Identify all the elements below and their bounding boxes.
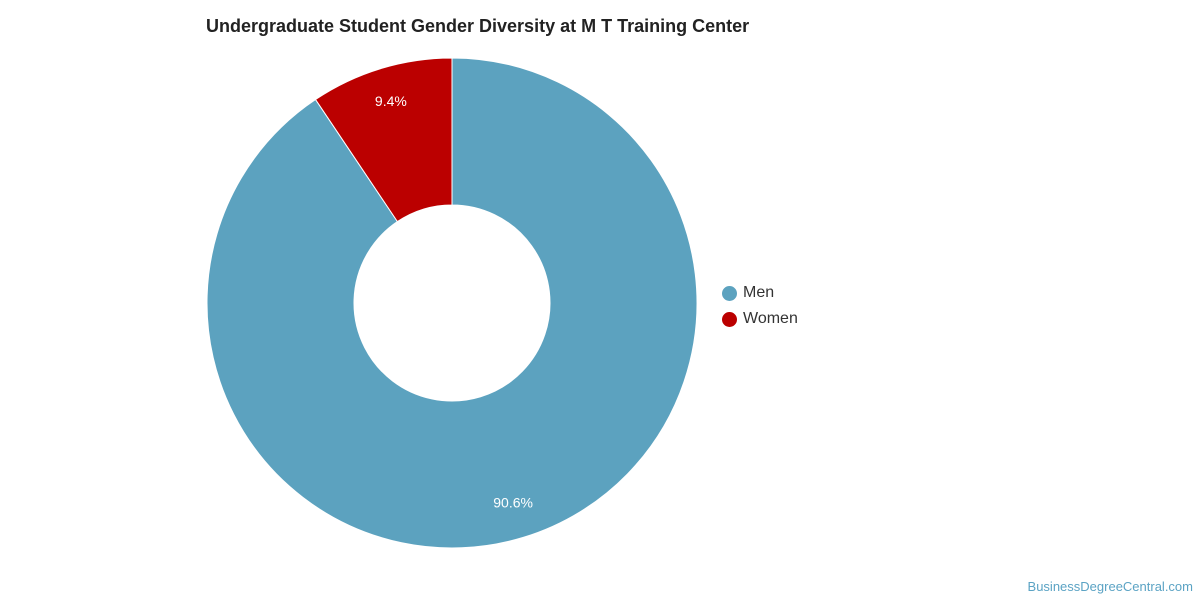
slice-labels-group: 90.6% 9.4%	[375, 93, 533, 511]
legend-label-women: Women	[743, 310, 798, 327]
slices-group	[206, 57, 698, 549]
slice-women[interactable]	[314, 57, 453, 223]
slice-men[interactable]	[206, 57, 698, 549]
slice-label-men: 90.6%	[493, 495, 533, 511]
slice-label-women: 9.4%	[375, 93, 407, 109]
legend-swatch-women	[722, 311, 737, 327]
legend: Men Women	[722, 280, 798, 332]
legend-label-men: Men	[743, 284, 775, 301]
legend-item-women[interactable]: Women	[722, 306, 798, 332]
legend-swatch-men	[722, 285, 737, 301]
source-watermark[interactable]: BusinessDegreeCentral.com	[1027, 579, 1193, 594]
chart-title: Undergraduate Student Gender Diversity a…	[206, 16, 750, 36]
legend-item-men[interactable]: Men	[722, 280, 798, 306]
